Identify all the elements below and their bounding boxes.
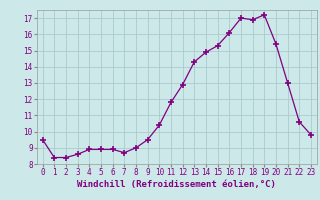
- X-axis label: Windchill (Refroidissement éolien,°C): Windchill (Refroidissement éolien,°C): [77, 180, 276, 189]
